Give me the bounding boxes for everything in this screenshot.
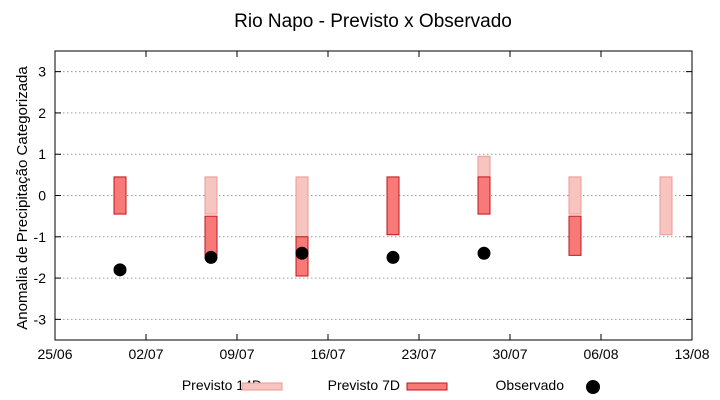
- bars: [113, 155, 673, 277]
- y-tick-label: 2: [38, 105, 46, 121]
- observed-point: [204, 250, 218, 264]
- bar-previsto-7d: [568, 215, 582, 256]
- y-tick-label: -1: [34, 229, 47, 245]
- axis-ticks: -3 -2 -1 0 1 2 3 25/06 02/07 09/07 16/07 23/07 30/07…: [34, 51, 710, 362]
- y-tick-label: -2: [34, 270, 47, 286]
- x-tick-label: 13/08: [674, 346, 709, 362]
- x-tick-label: 16/07: [310, 346, 345, 362]
- x-tick-label: 09/07: [219, 346, 254, 362]
- bar-previsto-14d: [568, 176, 582, 215]
- legend-label-previsto-7d: Previsto 7D: [328, 377, 400, 393]
- observed-points: [113, 246, 491, 277]
- observed-point: [295, 246, 309, 260]
- y-axis-label: Anomalia de Precipitação Categorizada: [14, 66, 31, 330]
- legend: Previsto 14D Previsto 7D Observado: [182, 377, 600, 394]
- chart-title: Rio Napo - Previsto x Observado: [234, 11, 512, 32]
- x-tick-label: 23/07: [401, 346, 436, 362]
- x-tick-label: 02/07: [128, 346, 163, 362]
- bar-previsto-7d: [386, 176, 400, 236]
- x-tick-label: 25/06: [37, 346, 72, 362]
- bar-previsto-7d: [204, 215, 218, 256]
- bar-previsto-7d: [477, 176, 491, 215]
- y-tick-label: 1: [38, 146, 46, 162]
- bar-previsto-7d: [113, 176, 127, 215]
- y-tick-label: 0: [38, 188, 46, 204]
- legend-label-observado: Observado: [496, 377, 565, 393]
- legend-marker-observado: [586, 380, 600, 394]
- bar-previsto-14d: [295, 176, 309, 238]
- observed-point: [113, 263, 127, 277]
- legend-swatch-previsto-14d: [241, 382, 283, 391]
- bar-previsto-14d: [204, 176, 218, 215]
- grid: [55, 71, 692, 320]
- bar-previsto-14d: [659, 176, 673, 236]
- x-tick-label: 06/08: [583, 346, 618, 362]
- legend-swatch-previsto-7d: [406, 382, 448, 391]
- observed-point: [386, 250, 400, 264]
- y-tick-label: -3: [34, 311, 47, 327]
- observed-point: [477, 246, 491, 260]
- y-tick-label: 3: [38, 64, 46, 80]
- x-tick-label: 30/07: [492, 346, 527, 362]
